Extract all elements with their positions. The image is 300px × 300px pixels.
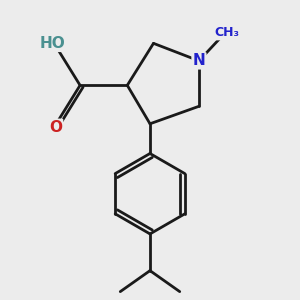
Text: CH₃: CH₃ — [214, 26, 239, 39]
Text: N: N — [193, 53, 205, 68]
Text: HO: HO — [39, 36, 65, 51]
Text: O: O — [49, 120, 62, 135]
